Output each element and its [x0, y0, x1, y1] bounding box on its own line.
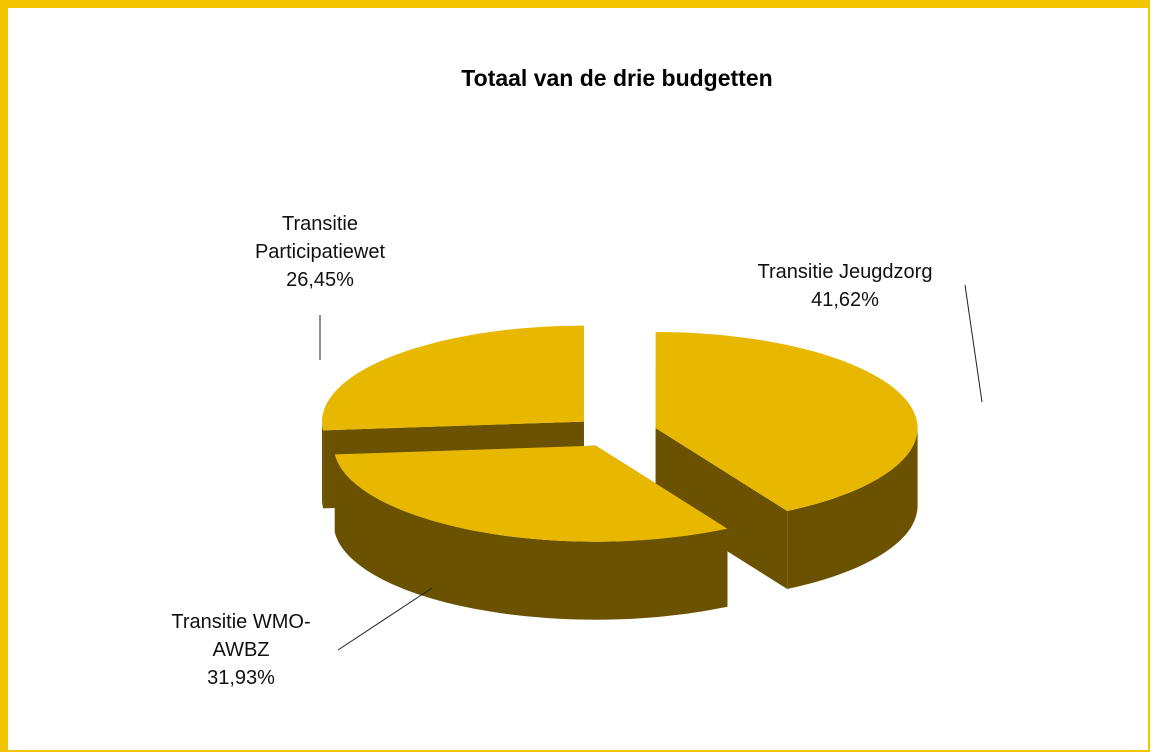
value-label: 41,62%	[811, 289, 879, 311]
category-label: Transitie Jeugdzorg	[757, 261, 933, 283]
slice	[655, 332, 918, 511]
leader-line	[964, 284, 983, 403]
slice-rim	[787, 428, 918, 589]
slice-label: Transitie Participatiewet 26,45%	[228, 210, 412, 294]
value-label: 26,45%	[286, 269, 354, 291]
slice-rim	[322, 421, 324, 509]
slice-label: Transitie Jeugdzorg 41,62%	[740, 258, 950, 314]
value-label: 31,93%	[207, 667, 275, 689]
slice-side	[655, 427, 788, 589]
slice	[334, 445, 728, 542]
slice-label: Transitie WMO-AWBZ 31,93%	[150, 608, 332, 692]
pie	[322, 325, 918, 620]
slice	[322, 325, 584, 431]
chart-title: Totaal van de drie budgetten	[461, 65, 772, 91]
category-label: Transitie Participatiewet	[254, 213, 386, 263]
slice-rim	[334, 454, 728, 620]
leader-line	[337, 587, 433, 651]
category-label: Transitie WMO-AWBZ	[171, 611, 311, 661]
